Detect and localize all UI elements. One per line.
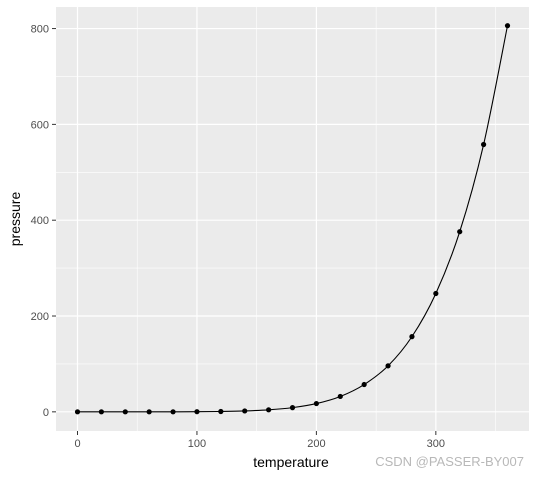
data-point: [170, 409, 176, 415]
data-point: [457, 229, 463, 235]
data-point: [337, 393, 343, 400]
data-point: [98, 409, 104, 415]
data-point: [266, 407, 272, 413]
y-tick-label: 800: [31, 24, 49, 36]
y-axis-tick-labels: 0 200 400 600 800: [31, 24, 49, 419]
data-point: [361, 381, 367, 388]
y-tick-label: 200: [31, 311, 49, 323]
x-tick-label: 100: [188, 438, 206, 450]
y-tick-label: 0: [43, 407, 49, 419]
watermark: CSDN @PASSER-BY007: [375, 454, 524, 469]
data-point: [289, 405, 296, 411]
data-point: [74, 409, 81, 415]
data-series: [74, 23, 511, 415]
data-point: [313, 400, 319, 407]
y-tick-label: 600: [31, 119, 49, 131]
data-point: [242, 408, 248, 414]
x-axis-tick-labels: 0 100 200 300: [74, 438, 445, 450]
x-tick-label: 200: [307, 438, 325, 450]
data-point: [122, 409, 128, 415]
x-tick-label: 300: [427, 438, 445, 450]
y-tick-label: 400: [31, 215, 49, 227]
data-point: [218, 408, 224, 415]
minor-gridlines: [56, 7, 529, 431]
data-point: [433, 290, 439, 297]
data-point: [385, 363, 391, 369]
y-axis-title: pressure: [7, 192, 23, 247]
data-point: [194, 409, 200, 415]
axis-ticks: [52, 28, 437, 435]
plot-panel: [56, 7, 529, 431]
data-point: [504, 23, 511, 29]
x-tick-label: 0: [74, 438, 80, 450]
data-point: [481, 141, 487, 148]
data-point: [409, 334, 415, 340]
data-point: [146, 409, 152, 415]
x-axis-title: temperature: [253, 454, 329, 470]
major-gridlines: [56, 7, 529, 431]
